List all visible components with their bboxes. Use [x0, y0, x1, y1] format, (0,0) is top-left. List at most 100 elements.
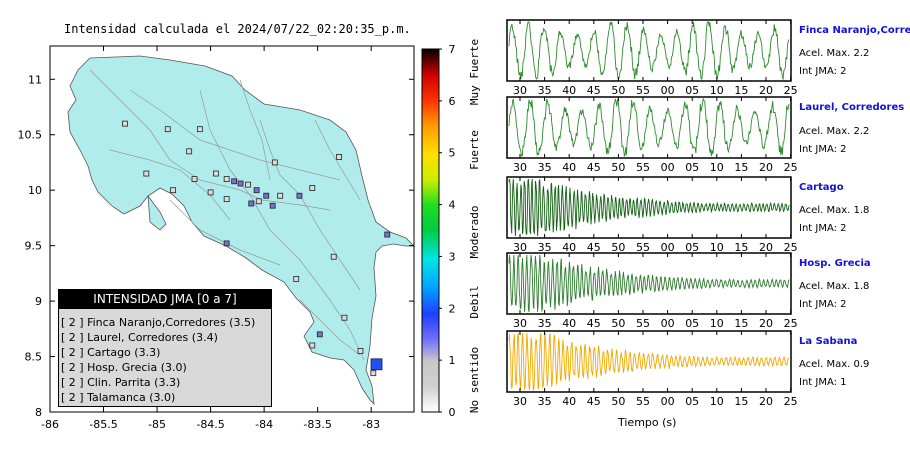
time-tick-label: 40	[562, 241, 576, 254]
station-intensity: Int JMA: 1	[799, 377, 847, 388]
time-tick-label: 30	[513, 84, 527, 97]
station-marker	[186, 148, 193, 155]
time-tick-label: 45	[587, 241, 601, 254]
station-marker	[248, 200, 255, 207]
time-tick-label: 05	[685, 84, 699, 97]
time-tick-label: 25	[784, 317, 798, 330]
legend-item: [ 2 ] Clin. Parrita (3.3)	[61, 376, 181, 389]
time-tick-label: 50	[611, 395, 625, 408]
station-accel: Acel. Max. 2.2	[799, 126, 870, 137]
time-tick-label: 40	[562, 84, 576, 97]
x-tick-label: -83.5	[303, 418, 331, 431]
time-tick-label: 00	[661, 161, 675, 174]
y-tick-label: 10	[28, 184, 42, 197]
time-tick-label: 45	[587, 161, 601, 174]
legend-item: [ 2 ] Cartago (3.3)	[61, 346, 161, 359]
time-tick-label: 20	[759, 317, 773, 330]
legend-item: [ 2 ] Talamanca (3.0)	[61, 391, 176, 404]
station-markers	[122, 120, 391, 377]
station-marker	[237, 180, 244, 187]
seismogram-panel: 30 35 40 45 50 55 00 05 10 15 20 25	[506, 252, 798, 330]
time-tick-label: 35	[538, 317, 552, 330]
seismogram-panel: 30 35 40 45 50 55 00 05 10 15 20 25	[506, 96, 798, 174]
colorbar-category-label: Debil	[468, 285, 481, 318]
station-marker	[231, 178, 238, 185]
time-tick-label: 30	[513, 161, 527, 174]
seismogram-panel: 30 35 40 45 50 55 00 05 10 15 20 25	[506, 330, 798, 408]
time-tick-label: 35	[538, 161, 552, 174]
station-marker	[341, 314, 348, 321]
seismogram-trace	[508, 332, 790, 391]
time-tick-label: 55	[636, 241, 650, 254]
station-accel: Acel. Max. 1.8	[799, 281, 870, 292]
station-marker	[309, 342, 316, 349]
station-marker	[207, 189, 214, 196]
time-tick-label: 50	[611, 84, 625, 97]
time-tick-label: 10	[710, 241, 724, 254]
station-intensity: Int JMA: 2	[799, 66, 847, 77]
legend-item: [ 2 ] Laurel, Corredores (3.4)	[61, 331, 218, 344]
legend-list: [ 2 ] Finca Naranjo,Corredores (3.5) [ 2…	[61, 315, 271, 405]
x-tick-label: -84.5	[196, 418, 224, 431]
time-tick-label: 35	[538, 241, 552, 254]
time-tick-label: 00	[661, 317, 675, 330]
time-tick-label: 50	[611, 241, 625, 254]
time-tick-label: 35	[538, 84, 552, 97]
station-marker	[223, 240, 230, 247]
station-marker	[245, 181, 251, 188]
station-marker	[143, 170, 150, 177]
map-axes: -86 -85.5 -85 -84.5 -84 -83.5 -83 11 10.5 10 9.5 9 8…	[18, 46, 414, 431]
time-tick-label: 40	[562, 161, 576, 174]
station-marker	[330, 253, 337, 260]
colorbar-category-label: Muy Fuerte	[468, 39, 481, 105]
colorbar-tick-label: 0	[449, 406, 456, 419]
time-tick-label: 10	[710, 317, 724, 330]
y-tick-label: 9	[35, 295, 42, 308]
time-tick-label: 15	[734, 317, 748, 330]
y-tick-label: 8.5	[25, 351, 43, 364]
time-tick-label: 45	[587, 317, 601, 330]
y-tick-label: 10.5	[18, 129, 43, 142]
x-tick-label: -83	[362, 418, 380, 431]
station-marker	[336, 154, 342, 160]
station-intensity: Int JMA: 2	[799, 299, 847, 310]
seismogram-panel: 30 35 40 45 50 55 00 05 10 15 20 25	[506, 19, 798, 97]
time-tick-label: 25	[784, 241, 798, 254]
time-tick-label: 20	[759, 395, 773, 408]
station-marker	[293, 276, 300, 282]
station-marker	[271, 159, 278, 166]
station-marker	[370, 358, 383, 371]
time-tick-label: 45	[587, 84, 601, 97]
time-tick-label: 30	[513, 395, 527, 408]
colorbar-tick-label: 6	[449, 95, 456, 108]
costa-rica-land	[67, 55, 415, 406]
time-tick-label: 05	[685, 241, 699, 254]
time-tick-label: 10	[710, 395, 724, 408]
time-tick-label: 15	[734, 241, 748, 254]
x-tick-label: -86	[41, 418, 59, 431]
time-tick-label: 55	[636, 395, 650, 408]
seismogram-frame	[506, 330, 792, 393]
colorbar-category-label: Moderado	[468, 206, 481, 259]
station-marker	[191, 176, 198, 182]
intensity-colorbar: 0 1 2 3 4 5 6 7 No sentido Debil Moderado Fuerte Muy…	[421, 39, 481, 419]
time-tick-label: 35	[538, 395, 552, 408]
time-tick-label: 25	[784, 161, 798, 174]
colorbar-category-label: No sentido	[468, 347, 481, 413]
time-axis-label: Tiempo (s)	[618, 416, 677, 429]
seismogram-panel: 30 35 40 45 50 55 00 05 10 15 20 25	[506, 176, 798, 254]
y-tick-label: 11	[28, 73, 42, 86]
legend-item: [ 2 ] Finca Naranjo,Corredores (3.5)	[61, 316, 256, 329]
time-tick-label: 45	[587, 395, 601, 408]
seismogram-trace	[508, 254, 790, 313]
intensity-legend: INTENSIDAD JMA [0 a 7] [ 2 ] Finca Naran…	[58, 289, 272, 407]
colorbar-tick-label: 1	[449, 354, 456, 367]
station-marker	[277, 192, 284, 199]
x-tick-label: -85.5	[89, 418, 117, 431]
station-accel: Acel. Max. 2.2	[799, 48, 870, 59]
station-intensity: Int JMA: 2	[799, 223, 847, 234]
legend-title: INTENSIDAD JMA [0 a 7]	[59, 290, 271, 309]
station-marker	[255, 198, 262, 205]
time-tick-label: 05	[685, 161, 699, 174]
